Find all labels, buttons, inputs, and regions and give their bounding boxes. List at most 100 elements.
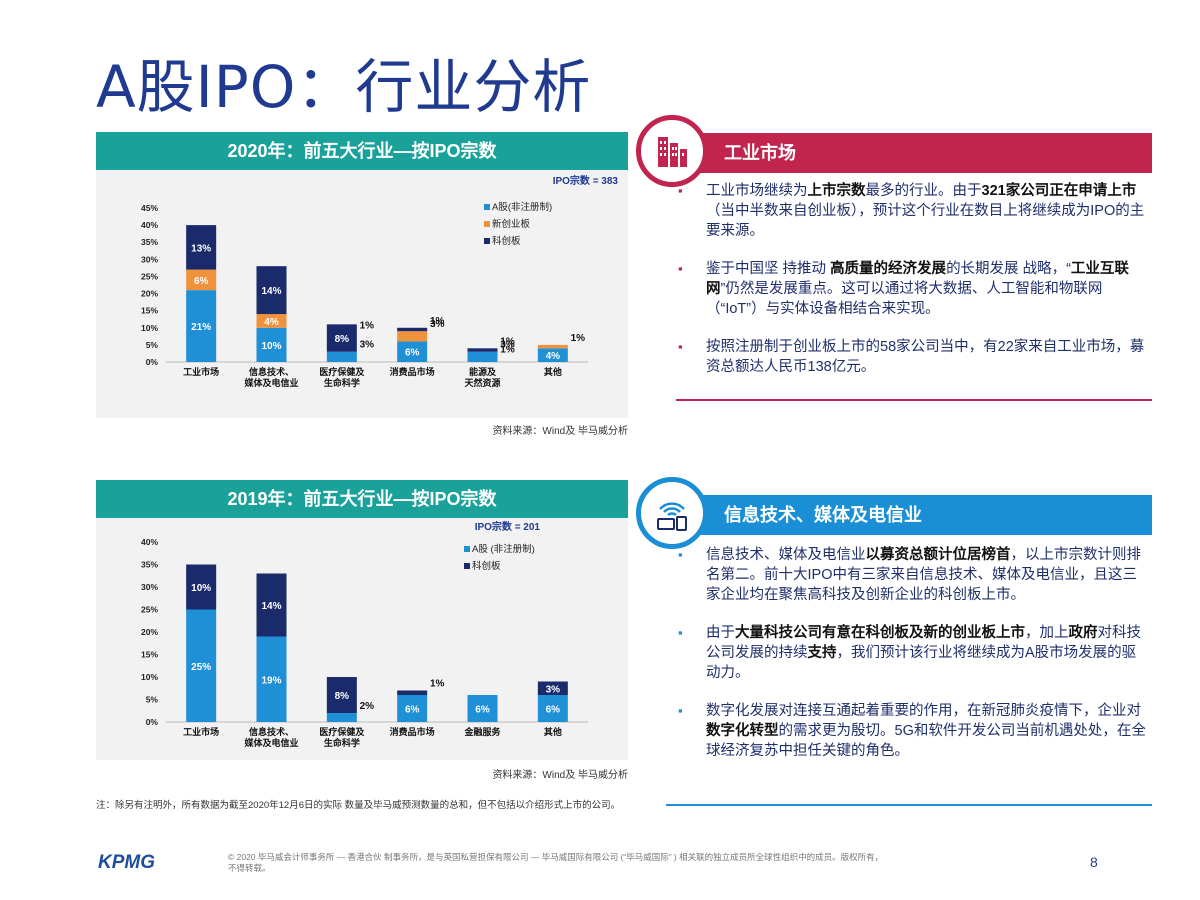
chart-title: 2019年：前五大行业—按IPO宗数 [96, 480, 628, 518]
y-tick-label: 35% [141, 560, 158, 570]
y-tick-label: 10% [141, 323, 158, 333]
x-tick-label: 媒体及电信业 [243, 377, 298, 388]
chart-2020: 2020年：前五大行业—按IPO宗数 0% 5% 10% 15% 20% 25% 30% 35… [96, 132, 628, 437]
data-label: 4% [264, 317, 279, 328]
data-label: 1% [500, 336, 515, 347]
industrial-bullets: 工业市场继续为上市宗数最多的行业。由于321家公司正在申请上市（当中半数来自创业… [676, 181, 1146, 395]
data-label: 1% [571, 333, 586, 344]
legend-label: 科创板 [472, 560, 501, 572]
bar-segment [537, 344, 568, 349]
bullet-item: 信息技术、媒体及电信业以募资总额计位居榜首，以上市宗数计则排名第二。前十大IPO… [676, 545, 1146, 605]
y-tick-label: 25% [141, 271, 158, 281]
legend-swatch [484, 238, 490, 244]
factory-icon [636, 115, 708, 187]
legend-label: A股 (非注册制) [472, 543, 535, 555]
data-label: 14% [261, 286, 281, 297]
bar-segment [537, 681, 568, 695]
bar-segment [397, 341, 428, 362]
data-label: 10% [191, 583, 211, 594]
legend-label: A股(非注册制) [492, 201, 552, 213]
divider [666, 804, 1152, 806]
panel-heading: 工业市场 [684, 133, 1152, 173]
bullet-item: 由于大量科技公司有意在科创板及新的创业板上市，加上政府对科技公司发展的持续支持，… [676, 623, 1146, 683]
copyright-line: 不得转载。 [228, 863, 271, 873]
y-tick-label: 30% [141, 254, 158, 264]
y-tick-label: 15% [141, 650, 158, 660]
x-tick-label: 能源及 [469, 366, 497, 377]
chart-plot-area: 0% 5% 10% 15% 20% 25% 30% 35% 40% IPO宗数 = 201 A股 (… [96, 518, 628, 760]
bar-segment [186, 564, 217, 610]
bar-segment [326, 324, 357, 352]
bar-segment [537, 348, 568, 362]
bar-segment [256, 314, 287, 328]
data-label: 25% [191, 662, 211, 673]
bar-segment [467, 695, 498, 722]
page-number: 8 [1090, 854, 1098, 870]
y-tick-label: 15% [141, 306, 158, 316]
data-label: 4% [546, 351, 561, 362]
data-label: 3% [360, 340, 375, 351]
tmt-panel: 信息技术、媒体及电信业 信息技术、媒体及电信业以募资总额计位居榜首，以上市宗数计… [636, 477, 1152, 810]
devices-wifi-icon [636, 477, 708, 549]
x-tick-label: 信息技术、 [249, 726, 294, 737]
data-label: 10% [261, 341, 281, 352]
data-label: 21% [191, 322, 211, 333]
legend-label: 新创业板 [492, 218, 531, 230]
y-tick-label: 0% [146, 357, 159, 367]
data-label: 1% [360, 320, 375, 331]
bar-segment [467, 348, 498, 352]
data-label: 6% [194, 276, 209, 287]
y-tick-label: 45% [141, 203, 158, 213]
x-tick-label: 其他 [544, 726, 562, 737]
chart-2019: 2019年：前五大行业—按IPO宗数 0% 5% 10% 15% 20% 25% 30% 35… [96, 480, 628, 781]
copyright-line: © 2020 毕马威会计师事务所 — 香港合伙 制事务所，是与英国私营担保有限公… [228, 852, 884, 862]
x-tick-label: 工业市场 [183, 366, 219, 377]
footnote: 注：除另有注明外，所有数据为截至2020年12月6日的实际 数量及毕马威预测数量… [96, 800, 621, 811]
data-label: 3% [430, 319, 445, 330]
x-tick-label: 消费品市场 [390, 366, 435, 377]
data-label: 14% [261, 601, 281, 612]
chart-svg: 0% 5% 10% 15% 20% 25% 30% 35% 40% IPO宗数 = 201 A股 (… [141, 520, 588, 748]
bar-segment [186, 609, 217, 722]
copyright-text: © 2020 毕马威会计师事务所 — 香港合伙 制事务所，是与英国私营担保有限公… [228, 852, 1028, 874]
bullet-item: 鉴于中国坚 持推动 高质量的经济发展的长期发展 战略，“工业互联网”仍然是发展重… [676, 259, 1146, 319]
bar-segment [467, 351, 498, 362]
x-tick-label: 信息技术、 [249, 366, 294, 377]
panel-heading: 信息技术、媒体及电信业 [684, 495, 1152, 535]
bar-segment [256, 327, 287, 362]
kpmg-logo: KPMG [98, 852, 155, 873]
bar-segment [326, 713, 357, 722]
tmt-bullets: 信息技术、媒体及电信业以募资总额计位居榜首，以上市宗数计则排名第二。前十大IPO… [676, 545, 1146, 779]
y-tick-label: 20% [141, 289, 158, 299]
bar-segment [326, 677, 357, 713]
chart-svg: 0% 5% 10% 15% 20% 25% 30% 35% 40% 45% IPO宗数 = 383 A… [141, 174, 619, 388]
ipo-count-annotation: IPO宗数 = 383 [553, 174, 619, 187]
x-tick-label: 媒体及电信业 [243, 737, 298, 748]
x-tick-label: 医疗保健及 [319, 366, 365, 377]
data-label: 19% [261, 675, 281, 686]
data-label: 3% [546, 684, 561, 695]
bullet-item: 工业市场继续为上市宗数最多的行业。由于321家公司正在申请上市（当中半数来自创业… [676, 181, 1146, 241]
y-tick-label: 25% [141, 605, 158, 615]
panel-header: 信息技术、媒体及电信业 [636, 477, 1152, 549]
y-tick-label: 40% [141, 537, 158, 547]
bar-segment [256, 636, 287, 722]
bar-segment [397, 331, 428, 342]
bar-segment [256, 266, 287, 315]
legend-swatch [464, 563, 470, 569]
x-tick-label: 生命科学 [324, 737, 360, 748]
divider [676, 399, 1152, 401]
bar-segment [397, 695, 428, 722]
chart-title: 2020年：前五大行业—按IPO宗数 [96, 132, 628, 170]
y-tick-label: 35% [141, 237, 158, 247]
chart-plot-area: 0% 5% 10% 15% 20% 25% 30% 35% 40% 45% IPO宗数 = 383 A… [96, 170, 628, 418]
bullet-item: 按照注册制于创业板上市的58家公司当中，有22家来自工业市场，募资总额达人民币1… [676, 337, 1146, 377]
y-tick-label: 5% [146, 340, 159, 350]
x-tick-label: 医疗保健及 [319, 726, 365, 737]
y-tick-label: 5% [146, 695, 159, 705]
data-label: 6% [405, 348, 420, 359]
data-label: 2% [360, 701, 375, 712]
legend-swatch [464, 546, 470, 552]
y-tick-label: 20% [141, 627, 158, 637]
x-tick-label: 天然资源 [464, 377, 500, 388]
